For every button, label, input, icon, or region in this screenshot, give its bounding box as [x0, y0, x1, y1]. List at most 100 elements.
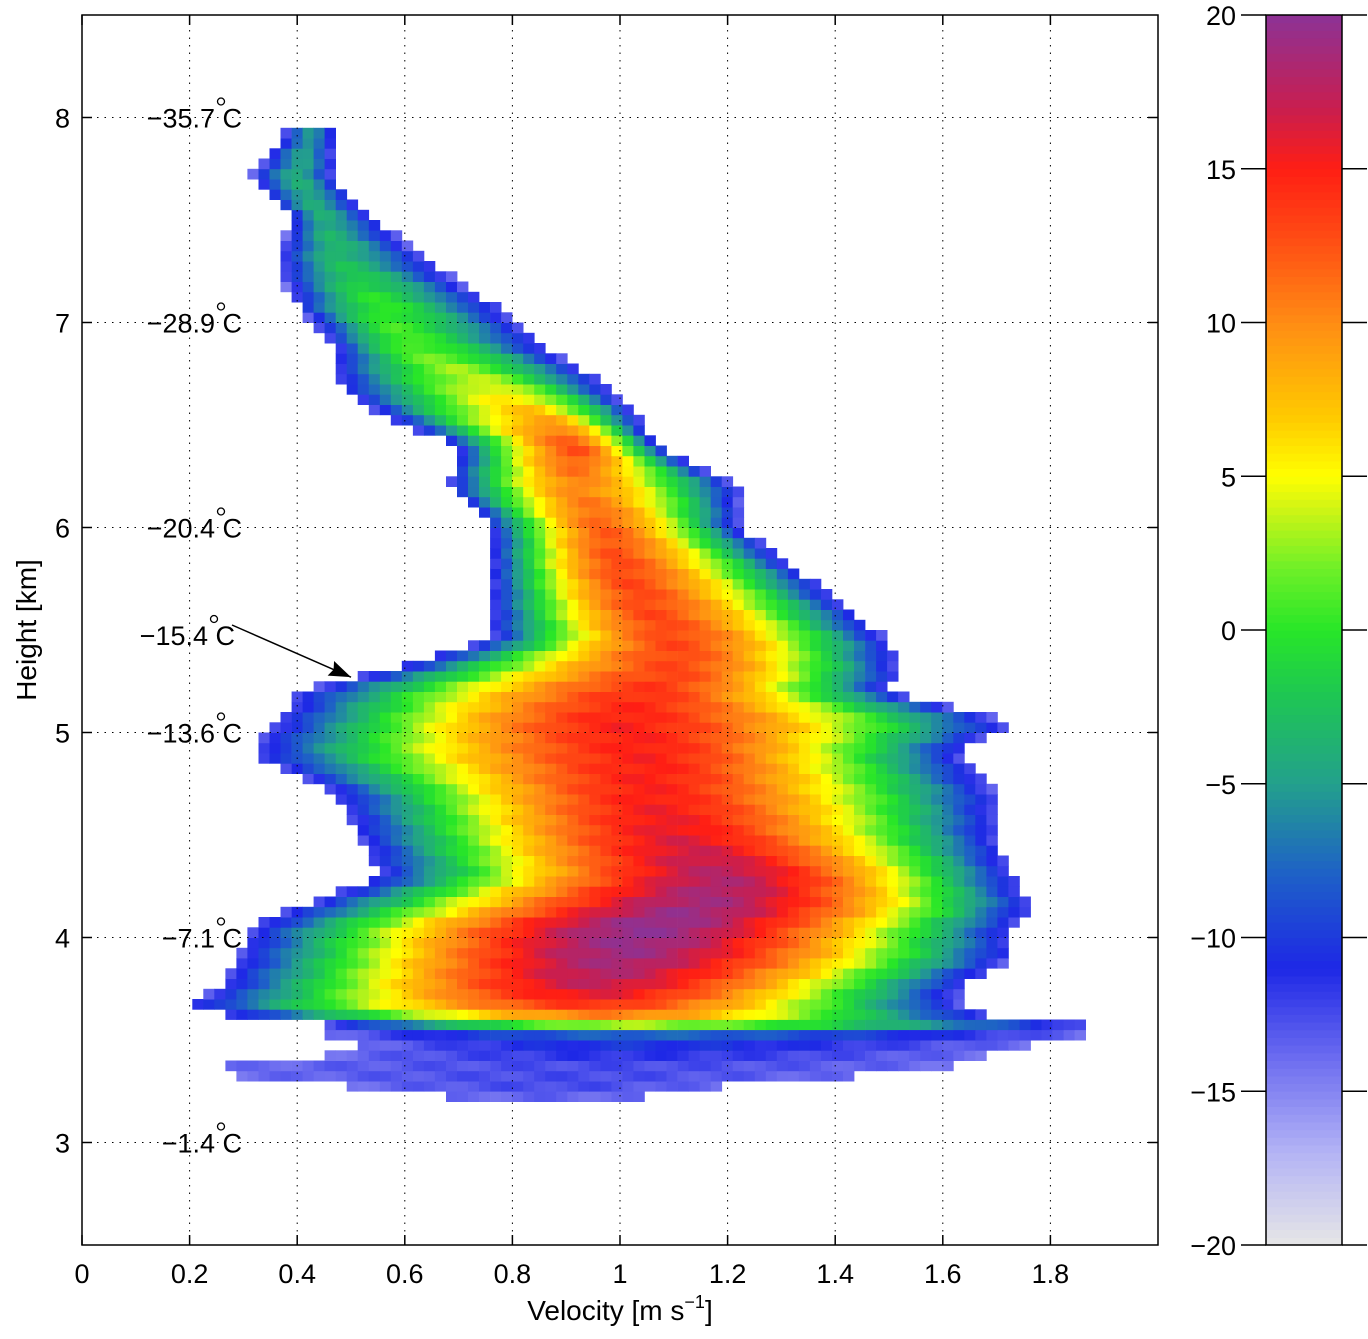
- heat-cell: [876, 691, 888, 703]
- heat-cell: [556, 527, 568, 539]
- heat-cell: [401, 1019, 414, 1031]
- heat-cell: [468, 917, 480, 928]
- heat-cell: [446, 783, 458, 795]
- heat-cell: [589, 865, 601, 877]
- heat-cell: [379, 353, 392, 364]
- heat-cell: [556, 865, 568, 877]
- heat-cell: [468, 988, 480, 1000]
- heat-cell: [567, 753, 579, 764]
- heat-cell: [545, 691, 557, 703]
- heat-cell: [556, 917, 568, 928]
- heat-cell: [479, 650, 491, 662]
- heat-cell: [324, 322, 336, 334]
- heat-cell: [644, 855, 656, 867]
- heat-cell: [677, 527, 689, 539]
- heat-cell: [313, 1060, 325, 1072]
- heat-cell: [909, 947, 921, 959]
- heat-cell: [501, 548, 513, 559]
- heat-cell: [887, 927, 899, 938]
- heat-cell: [876, 906, 888, 918]
- heat-cell: [346, 814, 359, 826]
- heat-cell: [589, 640, 601, 651]
- heat-cell: [567, 978, 579, 990]
- heat-cell: [523, 958, 535, 969]
- heat-cell: [225, 978, 237, 990]
- heat-cell: [832, 619, 844, 631]
- heat-cell: [490, 1019, 502, 1031]
- heat-cell: [964, 732, 976, 744]
- heat-cell: [776, 958, 789, 969]
- heat-cell: [578, 712, 590, 723]
- heat-cell: [666, 814, 678, 826]
- heat-cell: [390, 804, 403, 815]
- heat-cell: [545, 712, 557, 723]
- heat-cell: [225, 968, 237, 979]
- heat-cell: [666, 722, 678, 733]
- heat-cell: [787, 917, 800, 928]
- heat-cell: [567, 1040, 579, 1051]
- heat-cell: [412, 814, 425, 826]
- heat-cell: [721, 794, 734, 805]
- heat-cell: [446, 845, 458, 856]
- heat-cell: [732, 763, 745, 774]
- heat-cell: [313, 742, 325, 754]
- heat-cell: [357, 958, 370, 969]
- heat-cell: [655, 845, 667, 856]
- heat-cell: [545, 1060, 557, 1072]
- heat-cell: [225, 1060, 237, 1072]
- heat-cell: [567, 814, 579, 826]
- heat-cell: [335, 291, 348, 303]
- heat-cell: [832, 1040, 844, 1051]
- heat-cell: [787, 722, 800, 733]
- heat-cell: [809, 886, 822, 897]
- degree-symbol: [216, 97, 226, 106]
- heat-cell: [622, 845, 634, 856]
- colorbar-tick-label: 15: [1206, 155, 1236, 185]
- heat-cell: [247, 999, 259, 1010]
- heat-cell: [401, 753, 414, 764]
- heat-cell: [457, 937, 469, 949]
- heat-cell: [699, 691, 711, 703]
- heat-cell: [787, 773, 800, 785]
- heat-cell: [732, 855, 745, 867]
- heat-cell: [677, 804, 689, 815]
- heat-cell: [534, 343, 546, 354]
- heat-cell: [313, 732, 325, 744]
- heat-cell: [820, 947, 833, 959]
- heat-cell: [468, 814, 480, 826]
- heat-cell: [412, 671, 425, 682]
- heat-cell: [865, 886, 877, 897]
- heat-cell: [787, 1060, 800, 1072]
- heat-cell: [457, 876, 469, 887]
- heat-cell: [236, 1009, 248, 1020]
- heat-cell: [490, 394, 502, 405]
- heat-cell: [655, 1081, 667, 1092]
- heat-cell: [412, 947, 425, 959]
- heat-cell: [434, 271, 447, 282]
- heat-cell: [677, 865, 689, 877]
- heat-cell: [434, 691, 447, 703]
- heat-cell: [335, 1050, 348, 1061]
- heat-cell: [468, 640, 480, 651]
- heat-cell: [865, 783, 877, 795]
- heat-cell: [346, 773, 359, 785]
- heat-cell: [710, 876, 723, 887]
- heat-cell: [765, 1019, 778, 1031]
- heat-cell: [401, 701, 414, 713]
- heat-cell: [567, 660, 579, 672]
- heat-cell: [611, 671, 623, 682]
- heat-cell: [423, 291, 436, 303]
- heat-cell: [622, 486, 634, 498]
- heat-cell: [490, 855, 502, 867]
- heat-cell: [677, 835, 689, 846]
- colorbar-segment: [1266, 914, 1342, 923]
- colorbar-segment: [1266, 729, 1342, 739]
- heat-cell: [567, 394, 579, 405]
- heat-cell: [622, 660, 634, 672]
- heat-cell: [280, 906, 292, 918]
- heat-cell: [412, 753, 425, 764]
- heat-cell: [534, 947, 546, 959]
- heat-cell: [688, 589, 700, 600]
- heat-cell: [798, 732, 811, 744]
- heat-cell: [412, 373, 425, 385]
